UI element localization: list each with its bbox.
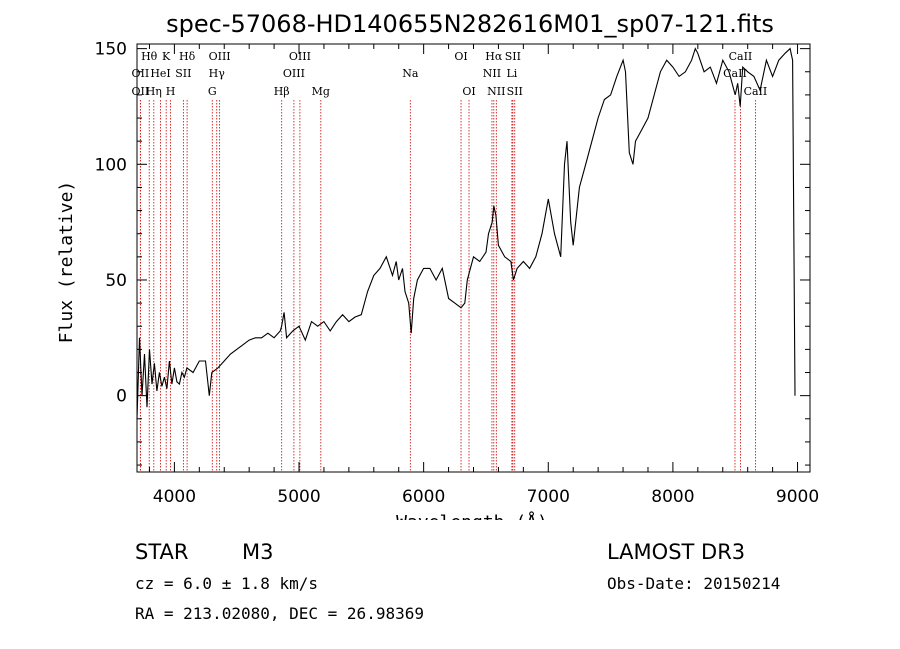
emission-line-label: SII (175, 67, 191, 80)
x-tick-label: 5000 (277, 487, 320, 507)
emission-line-label: NII (483, 67, 501, 80)
obs-date: Obs-Date: 20150214 (607, 574, 781, 593)
emission-line-label: OIII (209, 50, 231, 63)
axis-ticks: 4000 5000 6000 7000 8000 9000 0 50 100 150 (95, 40, 820, 507)
emission-line-label: Mg (312, 85, 330, 98)
y-tick-label: 150 (95, 40, 127, 60)
chart-title: spec-57068-HD140655N282616M01_sp07-121.f… (166, 10, 774, 38)
survey-label: LAMOST DR3 (607, 540, 746, 564)
emission-line-label: OI (462, 85, 475, 98)
emission-line-label: Li (506, 67, 517, 80)
emission-line-label: OII (132, 67, 150, 80)
class-label: STAR (135, 540, 189, 564)
coordinates: RA = 213.02080, DEC = 26.98369 (135, 604, 424, 623)
subclass-label: M3 (242, 540, 274, 564)
emission-line-label: Hδ (179, 50, 196, 63)
x-tick-label: 7000 (527, 487, 570, 507)
emission-line-label: SII (507, 85, 523, 98)
spectrum-line-0 (136, 47, 796, 419)
redshift-readout: cz = 6.0 ± 1.8 km/s (135, 574, 319, 593)
emission-line-label: CaII (723, 67, 747, 80)
emission-line-label: HeI (150, 67, 170, 80)
emission-line-label: SII (505, 50, 521, 63)
series-layer (136, 47, 796, 419)
x-tick-label: 6000 (402, 487, 445, 507)
emission-line-label: H (166, 85, 176, 98)
y-tick-label: 50 (105, 271, 127, 291)
x-tick-label: 8000 (651, 487, 694, 507)
x-tick-label: 4000 (153, 487, 196, 507)
emission-line-label: K (162, 50, 171, 63)
line-markers: Hθ OII OII K HeI Hη Hδ SII H OIII Hγ G OIII OIII Hβ Mg N… (132, 50, 768, 472)
emission-line-label: NII (487, 85, 505, 98)
x-axis-label: Wavelength (Å) (396, 511, 548, 520)
y-tick-label: 100 (95, 155, 127, 175)
emission-line-label: CaII (729, 50, 753, 63)
emission-line-label: Na (402, 67, 419, 80)
y-tick-label: 0 (116, 387, 127, 407)
emission-line-label: OIII (283, 67, 305, 80)
emission-line-label: CaII (744, 85, 768, 98)
emission-line-label: OIII (289, 50, 311, 63)
emission-line-label: Hβ (274, 85, 290, 98)
spectrum-chart: spec-57068-HD140655N282616M01_sp07-121.f… (56, 10, 820, 520)
emission-line-label: Hγ (209, 67, 226, 80)
emission-line-label: G (208, 85, 217, 98)
y-axis-label: Flux (relative) (56, 181, 77, 344)
emission-line-label: Hη (146, 85, 162, 98)
x-tick-label: 9000 (776, 487, 819, 507)
emission-line-label: Hθ (141, 50, 158, 63)
emission-line-label: OII (132, 85, 150, 98)
emission-line-label: Hα (485, 50, 503, 63)
emission-line-label: OI (454, 50, 467, 63)
